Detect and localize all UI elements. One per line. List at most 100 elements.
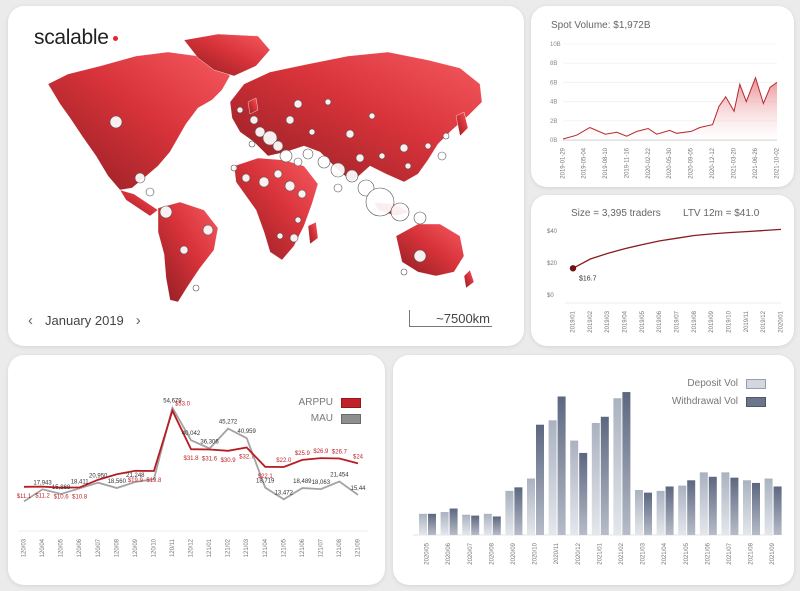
deposit-bar [419, 513, 427, 535]
world-map [47, 33, 483, 303]
ltv-xtick-label-group: 2019/08 [692, 310, 698, 332]
arppu-xtick-label-group: 121/09 [356, 538, 362, 557]
deposit-withdrawal-panel: Deposit Vol Withdrawal Vol 2020/05 2020/0… [393, 355, 794, 585]
arppu-xtick-label-group: 120/07 [96, 538, 102, 557]
deposit-xtick-label: 2021/03 [641, 542, 647, 564]
legend-item-withdrawal: Withdrawal Vol [672, 396, 766, 407]
arppu-xtick-label: 120/03 [22, 538, 28, 557]
deposit-xtick-label-group: 2020/06 [446, 542, 452, 564]
arppu-xtick-label-group: 121/02 [226, 538, 232, 557]
volume-bubble [276, 232, 284, 240]
ltv-xtick-label-group: 2019/10 [727, 310, 733, 332]
volume-bubble [365, 187, 395, 217]
spot-xtick-label-group: 2019-01-29 [561, 147, 567, 178]
arppu-xtick-label-group: 121/03 [244, 538, 250, 557]
deposit-xtick-label: 2021/01 [597, 542, 603, 564]
arppu-xtick-label-group: 121/05 [281, 538, 287, 557]
arppu-xtick-label-group: 121/07 [318, 538, 324, 557]
arppu-xtick-label: 120/12 [189, 538, 195, 557]
volume-bubble [145, 187, 155, 197]
volume-bubble [308, 128, 316, 136]
legend-label-deposit: Deposit Vol [687, 378, 738, 389]
deposit-xtick-label-group: 2021/07 [727, 542, 733, 564]
spot-xtick-label: 2019-01-29 [561, 147, 567, 178]
ltv-xtick-label: 2019/01 [571, 310, 577, 332]
withdrawal-bar [449, 508, 458, 535]
arppu-xtick-label: 121/02 [226, 538, 232, 557]
arppu-value-label: $30.9 [221, 458, 237, 464]
deposit-xtick-label-group: 2021/08 [749, 542, 755, 564]
deposit-bar [656, 490, 665, 535]
withdrawal-bar [730, 477, 739, 535]
spot-volume-panel: Spot Volume: $1,972B 10B 8B 6B 4B 2B 0B 2019-0… [531, 6, 794, 187]
deposit-xtick-label-group: 2020/08 [489, 542, 495, 564]
spot-ytick-label: 4B [550, 100, 557, 106]
spot-ytick-label: 10B [550, 42, 561, 48]
mau-value-label: 15,44 [350, 486, 366, 492]
arppu-xtick-label: 120/10 [151, 538, 157, 557]
legend-item-mau: MAU [311, 413, 361, 424]
deposit-xtick-label: 2021/05 [684, 542, 690, 564]
arppu-value-label: $19.8 [146, 478, 162, 484]
map-scale-label: ~7500km [436, 311, 490, 326]
deposit-xtick-label-group: 2020/09 [511, 542, 517, 564]
deposit-bar [440, 512, 449, 535]
ltv-xtick-label-group: 2019/06 [657, 310, 663, 332]
spot-xtick-label: 2020-12-12 [710, 147, 716, 178]
mau-value-label: 20,950 [89, 474, 108, 480]
continent-japan [455, 111, 469, 137]
month-navigator: ‹ January 2019 › [28, 312, 141, 329]
ltv-xtick-label-group: 2020/01 [779, 310, 785, 332]
arppu-xtick-label-group: 120/12 [189, 538, 195, 557]
continent-south-america [157, 201, 219, 303]
deposit-bar [721, 472, 730, 535]
spot-xtick-label-group: 2020-05-30 [667, 147, 673, 178]
chevron-right-icon[interactable]: › [135, 312, 141, 329]
arppu-value-label: $26.9 [313, 449, 329, 455]
volume-bubble [134, 172, 146, 184]
ltv-xtick-label: 2019/05 [640, 310, 646, 332]
withdrawal-bar [536, 424, 544, 535]
chevron-left-icon[interactable]: ‹ [28, 312, 33, 329]
volume-bubble [297, 189, 307, 199]
arppu-xtick-label: 120/07 [96, 538, 102, 557]
deposit-xtick-label-group: 2021/06 [705, 542, 711, 564]
ltv-start-label: $16.7 [579, 275, 597, 282]
spot-xtick-label-group: 2019-05-04 [581, 147, 587, 178]
arppu-xtick-label-group: 120/10 [151, 538, 157, 557]
arppu-xtick-label-group: 120/03 [22, 538, 28, 557]
arppu-xtick-label: 121/06 [300, 538, 306, 557]
deposit-xtick-label-group: 2021/01 [597, 542, 603, 564]
ltv-xtick-label-group: 2019/02 [588, 310, 594, 332]
deposit-withdrawal-chart: 2020/05 2020/06 2020/07 2020/08 2020/09 2020/… [413, 392, 782, 565]
deposit-xtick-label-group: 2020/05 [425, 542, 431, 564]
continent-africa [233, 157, 319, 261]
ltv-panel: Size = 3,395 traders LTV 12m = $41.0 $40… [531, 195, 794, 346]
spot-xtick-label: 2021-10-02 [775, 147, 781, 178]
spot-volume-chart: 10B 8B 6B 4B 2B 0B 2019-01-29 2019-05-04 2019-08… [550, 42, 781, 179]
volume-bubble [437, 151, 447, 161]
withdrawal-bar [579, 452, 588, 535]
volume-bubble [262, 130, 278, 146]
volume-bubble [202, 224, 214, 236]
continent-eurasia [229, 51, 483, 183]
arppu-xtick-label: 121/08 [337, 538, 343, 557]
ltv-xtick-label-group: 2019/03 [605, 310, 611, 332]
continent-new-zealand [463, 269, 475, 289]
deposit-xtick-label: 2020/12 [576, 542, 582, 564]
deposit-bar [570, 440, 579, 535]
deposit-bar [635, 490, 643, 535]
ltv-xtick-label: 2020/01 [779, 310, 785, 332]
month-label: January 2019 [45, 313, 124, 328]
volume-bubble [241, 173, 251, 183]
map-panel: scalable ‹ January 2019 › ~7500km [8, 6, 524, 346]
arppu-value-label: $53.0 [175, 402, 191, 408]
spot-ytick-label: 6B [550, 80, 557, 86]
mau-value-label: 15,868 [52, 485, 71, 491]
ltv-xtick-label-group: 2019/04 [623, 310, 629, 332]
deposit-xtick-label-group: 2021/02 [619, 542, 625, 564]
arppu-value-label: $10.8 [72, 494, 88, 500]
continent-north-america [47, 51, 231, 191]
mau-value-label: 40,042 [182, 431, 201, 437]
ltv-xtick-label-group: 2019/05 [640, 310, 646, 332]
